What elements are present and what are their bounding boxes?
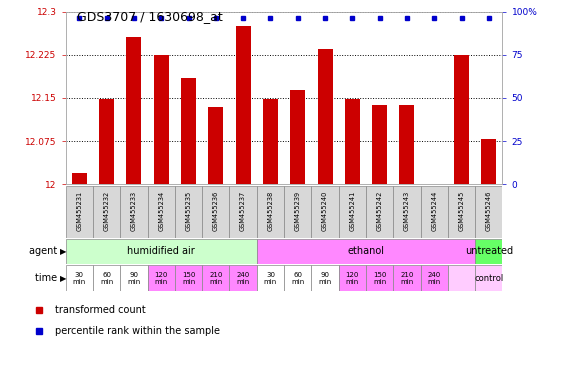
Bar <box>99 99 114 184</box>
Text: 150
min: 150 min <box>373 271 387 285</box>
Text: GSM455242: GSM455242 <box>377 191 383 231</box>
Bar <box>475 265 502 291</box>
Bar <box>72 173 87 184</box>
Bar <box>147 265 175 291</box>
Bar <box>147 186 175 238</box>
Bar <box>257 239 475 264</box>
Text: GSM455236: GSM455236 <box>213 191 219 231</box>
Text: 60
min: 60 min <box>100 271 113 285</box>
Bar <box>208 107 223 184</box>
Text: ▶: ▶ <box>60 273 66 283</box>
Text: 120
min: 120 min <box>155 271 168 285</box>
Bar <box>257 265 284 291</box>
Text: GSM455233: GSM455233 <box>131 191 137 231</box>
Bar <box>311 265 339 291</box>
Text: control: control <box>474 273 504 283</box>
Text: 210
min: 210 min <box>400 271 413 285</box>
Text: GSM455243: GSM455243 <box>404 191 410 231</box>
Bar <box>66 265 93 291</box>
Text: GSM455238: GSM455238 <box>267 191 274 231</box>
Bar <box>126 38 142 184</box>
Bar <box>154 55 168 184</box>
Bar <box>372 105 387 184</box>
Bar <box>284 186 311 238</box>
Text: 150
min: 150 min <box>182 271 195 285</box>
Text: ▶: ▶ <box>60 247 66 256</box>
Bar <box>317 49 332 184</box>
Bar <box>393 186 421 238</box>
Bar <box>339 265 366 291</box>
Text: GSM455232: GSM455232 <box>103 191 110 231</box>
Bar <box>257 186 284 238</box>
Text: GSM455237: GSM455237 <box>240 191 246 231</box>
Bar <box>120 265 147 291</box>
Bar <box>481 139 496 184</box>
Text: GSM455239: GSM455239 <box>295 191 301 231</box>
Text: 240
min: 240 min <box>428 271 441 285</box>
Bar <box>202 265 230 291</box>
Bar <box>448 265 475 291</box>
Bar <box>66 186 93 238</box>
Bar <box>120 186 147 238</box>
Bar <box>454 55 469 184</box>
Bar <box>366 186 393 238</box>
Text: GSM455235: GSM455235 <box>186 191 191 231</box>
Bar <box>66 239 257 264</box>
Bar <box>400 105 415 184</box>
Text: 90
min: 90 min <box>319 271 332 285</box>
Text: GDS3707 / 1630698_at: GDS3707 / 1630698_at <box>77 10 223 23</box>
Text: GSM455244: GSM455244 <box>431 191 437 231</box>
Bar <box>393 265 421 291</box>
Text: time: time <box>35 273 60 283</box>
Bar <box>475 239 502 264</box>
Text: agent: agent <box>29 246 60 257</box>
Text: 240
min: 240 min <box>236 271 250 285</box>
Bar <box>175 265 202 291</box>
Text: GSM455234: GSM455234 <box>158 191 164 231</box>
Text: 60
min: 60 min <box>291 271 304 285</box>
Text: GSM455240: GSM455240 <box>322 191 328 231</box>
Bar <box>421 186 448 238</box>
Text: GSM455241: GSM455241 <box>349 191 355 231</box>
Bar <box>284 265 311 291</box>
Bar <box>175 186 202 238</box>
Bar <box>290 91 305 184</box>
Bar <box>311 186 339 238</box>
Bar <box>93 265 120 291</box>
Bar <box>345 99 360 184</box>
Text: GSM455246: GSM455246 <box>486 191 492 231</box>
Text: humidified air: humidified air <box>127 246 195 257</box>
Bar <box>93 186 120 238</box>
Text: ethanol: ethanol <box>348 246 384 257</box>
Bar <box>475 186 502 238</box>
Bar <box>236 26 251 184</box>
Bar <box>230 265 257 291</box>
Text: 120
min: 120 min <box>345 271 359 285</box>
Bar <box>202 186 230 238</box>
Bar <box>181 78 196 184</box>
Text: 30
min: 30 min <box>264 271 277 285</box>
Text: GSM455245: GSM455245 <box>459 191 465 231</box>
Bar <box>339 186 366 238</box>
Text: GSM455231: GSM455231 <box>77 191 82 231</box>
Text: 210
min: 210 min <box>209 271 223 285</box>
Bar <box>230 186 257 238</box>
Bar <box>448 186 475 238</box>
Text: 90
min: 90 min <box>127 271 140 285</box>
Text: 30
min: 30 min <box>73 271 86 285</box>
Bar <box>263 99 278 184</box>
Text: transformed count: transformed count <box>55 305 146 315</box>
Bar <box>366 265 393 291</box>
Text: untreated: untreated <box>465 246 513 257</box>
Bar <box>421 265 448 291</box>
Text: percentile rank within the sample: percentile rank within the sample <box>55 326 220 336</box>
